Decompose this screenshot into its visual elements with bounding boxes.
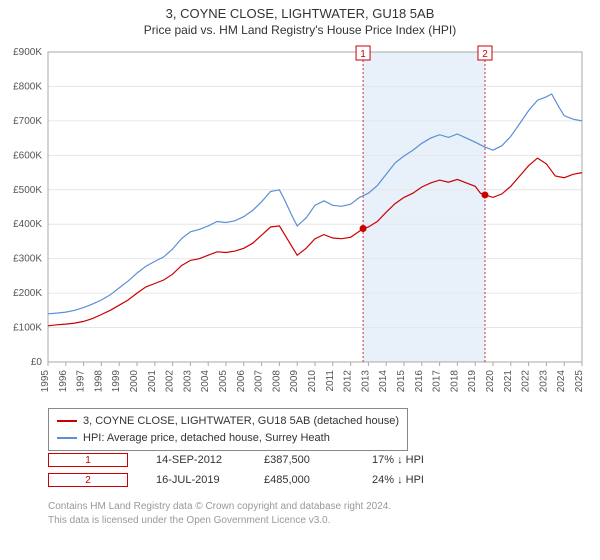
marker-date: 16-JUL-2019 — [156, 474, 236, 486]
svg-text:£800K: £800K — [13, 81, 42, 92]
svg-text:2010: 2010 — [307, 370, 318, 393]
marker-delta: 17% ↓ HPI — [372, 454, 452, 466]
svg-text:2019: 2019 — [467, 370, 478, 393]
svg-text:2022: 2022 — [521, 370, 532, 393]
legend: 3, COYNE CLOSE, LIGHTWATER, GU18 5AB (de… — [48, 408, 408, 451]
legend-label: 3, COYNE CLOSE, LIGHTWATER, GU18 5AB (de… — [83, 413, 399, 430]
line-chart: £0 £100K £200K £300K £400K £500K £600K £700K £80… — [0, 42, 600, 402]
footer-line: Contains HM Land Registry data © Crown c… — [48, 500, 391, 514]
svg-text:2013: 2013 — [360, 370, 371, 393]
svg-text:£100K: £100K — [13, 323, 42, 334]
svg-text:2017: 2017 — [432, 370, 443, 393]
svg-text:2007: 2007 — [254, 370, 265, 393]
svg-text:£0: £0 — [31, 357, 43, 368]
svg-text:2002: 2002 — [165, 370, 176, 393]
marker-row: 1 14-SEP-2012 £387,500 17% ↓ HPI — [48, 450, 452, 470]
chart-title: 3, COYNE CLOSE, LIGHTWATER, GU18 5AB — [0, 6, 600, 21]
svg-text:1996: 1996 — [58, 370, 69, 393]
svg-text:2018: 2018 — [449, 370, 460, 393]
svg-text:£900K: £900K — [13, 47, 42, 58]
svg-text:2023: 2023 — [538, 370, 549, 393]
svg-text:£300K: £300K — [13, 254, 42, 265]
svg-text:1998: 1998 — [93, 370, 104, 393]
svg-text:1997: 1997 — [76, 370, 87, 393]
svg-text:1999: 1999 — [111, 370, 122, 393]
svg-text:1995: 1995 — [40, 370, 51, 393]
svg-text:£500K: £500K — [13, 185, 42, 196]
footer: Contains HM Land Registry data © Crown c… — [48, 500, 391, 528]
svg-text:2016: 2016 — [414, 370, 425, 393]
svg-text:2024: 2024 — [556, 370, 567, 393]
svg-text:£400K: £400K — [13, 219, 42, 230]
svg-text:2: 2 — [482, 49, 488, 60]
svg-text:2006: 2006 — [236, 370, 247, 393]
svg-text:2004: 2004 — [200, 370, 211, 393]
svg-text:£700K: £700K — [13, 116, 42, 127]
legend-item: HPI: Average price, detached house, Surr… — [57, 430, 399, 447]
legend-item: 3, COYNE CLOSE, LIGHTWATER, GU18 5AB (de… — [57, 413, 399, 430]
svg-text:2003: 2003 — [182, 370, 193, 393]
legend-swatch — [57, 420, 77, 422]
marker-delta: 24% ↓ HPI — [372, 474, 452, 486]
svg-text:2015: 2015 — [396, 370, 407, 393]
marker-row: 2 16-JUL-2019 £485,000 24% ↓ HPI — [48, 470, 452, 490]
svg-text:2009: 2009 — [289, 370, 300, 393]
svg-text:2012: 2012 — [343, 370, 354, 393]
marker-price: £485,000 — [264, 474, 344, 486]
svg-text:2021: 2021 — [503, 370, 514, 393]
svg-text:2001: 2001 — [147, 370, 158, 393]
chart-area: £0 £100K £200K £300K £400K £500K £600K £700K £80… — [0, 42, 600, 402]
marker-price: £387,500 — [264, 454, 344, 466]
legend-swatch — [57, 437, 77, 439]
svg-text:2011: 2011 — [325, 370, 336, 392]
svg-text:£200K: £200K — [13, 288, 42, 299]
svg-text:2000: 2000 — [129, 370, 140, 393]
chart-titles: 3, COYNE CLOSE, LIGHTWATER, GU18 5AB Pri… — [0, 0, 600, 37]
sale-markers-table: 1 14-SEP-2012 £387,500 17% ↓ HPI 2 16-JU… — [48, 450, 452, 490]
svg-text:2025: 2025 — [574, 370, 585, 393]
svg-text:1: 1 — [360, 49, 366, 60]
marker-number: 2 — [48, 473, 128, 487]
marker-number: 1 — [48, 453, 128, 467]
legend-label: HPI: Average price, detached house, Surr… — [83, 430, 330, 447]
svg-text:£600K: £600K — [13, 150, 42, 161]
marker-date: 14-SEP-2012 — [156, 454, 236, 466]
chart-subtitle: Price paid vs. HM Land Registry's House … — [0, 23, 600, 37]
svg-text:2008: 2008 — [271, 370, 282, 393]
svg-text:2005: 2005 — [218, 370, 229, 393]
footer-line: This data is licensed under the Open Gov… — [48, 514, 391, 528]
svg-text:2020: 2020 — [485, 370, 496, 393]
svg-text:2014: 2014 — [378, 370, 389, 393]
